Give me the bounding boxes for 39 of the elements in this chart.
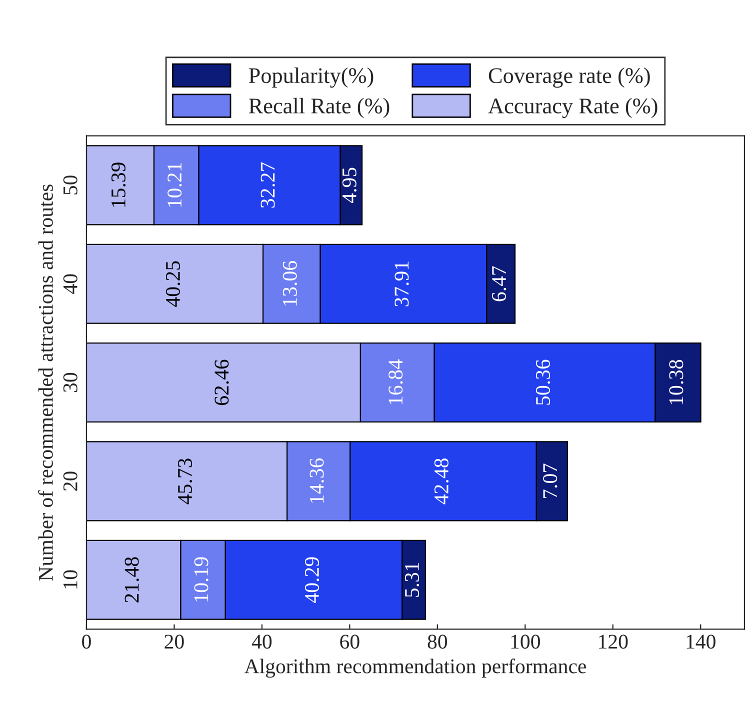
x-axis-title: Algorithm recommendation performance xyxy=(244,658,586,678)
legend-label: Popularity(%) xyxy=(248,68,374,88)
data-label: 10.21 xyxy=(168,163,182,207)
data-label: 50.36 xyxy=(536,360,550,405)
x-tick-label: 20 xyxy=(164,634,184,649)
x-tick-label: 80 xyxy=(428,634,448,649)
y-tick-label: 20 xyxy=(63,472,78,491)
y-tick-label: 40 xyxy=(63,274,78,294)
data-label: 5.31 xyxy=(405,562,420,597)
data-label: 62.46 xyxy=(214,360,229,406)
x-tick-label: 100 xyxy=(511,634,540,649)
legend-label: Accuracy Rate (%) xyxy=(488,98,658,118)
data-label: 32.27 xyxy=(260,162,275,208)
x-tick-label: 0 xyxy=(82,634,91,649)
x-tick-label: 120 xyxy=(599,634,628,649)
data-label: 14.36 xyxy=(310,458,324,503)
data-label: 42.48 xyxy=(434,458,449,504)
data-label: 6.47 xyxy=(492,266,506,302)
y-axis-title: Number of recommended attractions and routes xyxy=(38,184,53,581)
data-label: 21.48 xyxy=(124,557,139,602)
legend-label: Coverage rate (%) xyxy=(488,68,650,88)
data-label: 15.39 xyxy=(111,162,126,207)
data-label: 10.38 xyxy=(669,360,684,404)
y-tick-label: 50 xyxy=(63,176,78,194)
data-label: 45.73 xyxy=(178,458,192,504)
y-tick-label: 30 xyxy=(63,372,78,392)
data-label: 7.07 xyxy=(543,464,558,498)
y-tick-label: 10 xyxy=(63,570,78,588)
data-label: 13.06 xyxy=(282,261,297,306)
x-tick-label: 140 xyxy=(686,634,716,649)
x-tick-label: 60 xyxy=(340,634,360,649)
x-tick-label: 40 xyxy=(252,634,272,649)
legend-label: Recall Rate (%) xyxy=(248,98,390,118)
data-label: 40.29 xyxy=(304,557,320,603)
data-label: 37.91 xyxy=(394,262,409,306)
data-label: 4.95 xyxy=(342,168,356,204)
data-label: 10.19 xyxy=(194,557,208,602)
data-label: 40.25 xyxy=(166,261,180,307)
data-label: 16.84 xyxy=(388,359,403,404)
